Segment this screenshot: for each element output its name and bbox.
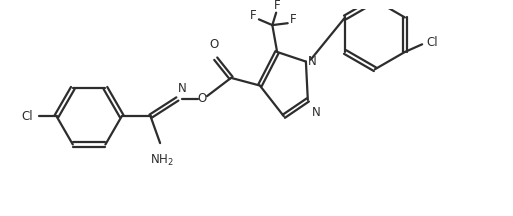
Text: Cl: Cl	[426, 36, 438, 49]
Text: N: N	[179, 82, 187, 95]
Text: O: O	[209, 38, 219, 51]
Text: F: F	[274, 0, 281, 13]
Text: N: N	[312, 106, 321, 119]
Text: Cl: Cl	[22, 110, 33, 123]
Text: N: N	[308, 55, 317, 68]
Text: O: O	[198, 92, 207, 105]
Text: F: F	[290, 13, 297, 26]
Text: F: F	[250, 9, 256, 22]
Text: NH$_2$: NH$_2$	[150, 153, 174, 168]
